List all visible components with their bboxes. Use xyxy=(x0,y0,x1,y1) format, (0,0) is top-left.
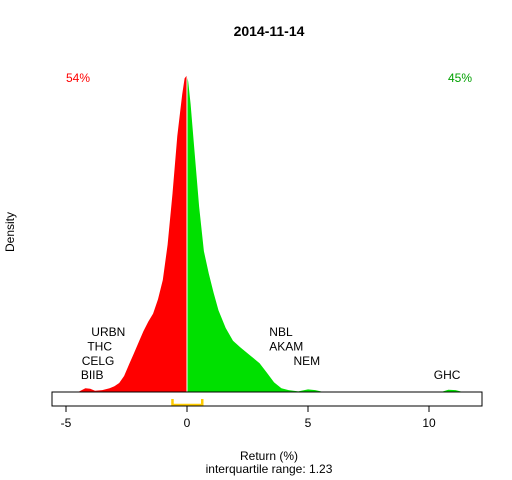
ticker-label: BIIB xyxy=(81,368,104,382)
x-tick-label: 10 xyxy=(422,416,436,430)
ticker-label: CELG xyxy=(82,354,115,368)
y-axis-label: Density xyxy=(3,212,17,252)
positive-density-area xyxy=(187,75,463,392)
iqr-bracket xyxy=(171,399,204,407)
ticker-label: GHC xyxy=(434,368,461,382)
ticker-label: AKAM xyxy=(269,339,303,353)
x-axis: -5 0 5 10 xyxy=(61,406,436,430)
negative-density-area xyxy=(78,75,187,392)
plot-frame xyxy=(51,391,483,407)
ticker-label: NBL xyxy=(269,325,293,339)
ticker-label: NEM xyxy=(294,354,321,368)
x-tick-label: -5 xyxy=(61,416,72,430)
iqr-subtitle: interquartile range: 1.23 xyxy=(206,462,333,476)
left-percent-label: 54% xyxy=(66,71,90,85)
x-axis-label: Return (%) xyxy=(240,449,298,463)
ticker-label: THC xyxy=(87,339,112,353)
ticker-label: URBN xyxy=(91,325,125,339)
right-percent-label: 45% xyxy=(448,71,472,85)
x-tick-label: 5 xyxy=(305,416,312,430)
chart-title: 2014-11-14 xyxy=(234,23,305,39)
x-tick-label: 0 xyxy=(184,416,191,430)
